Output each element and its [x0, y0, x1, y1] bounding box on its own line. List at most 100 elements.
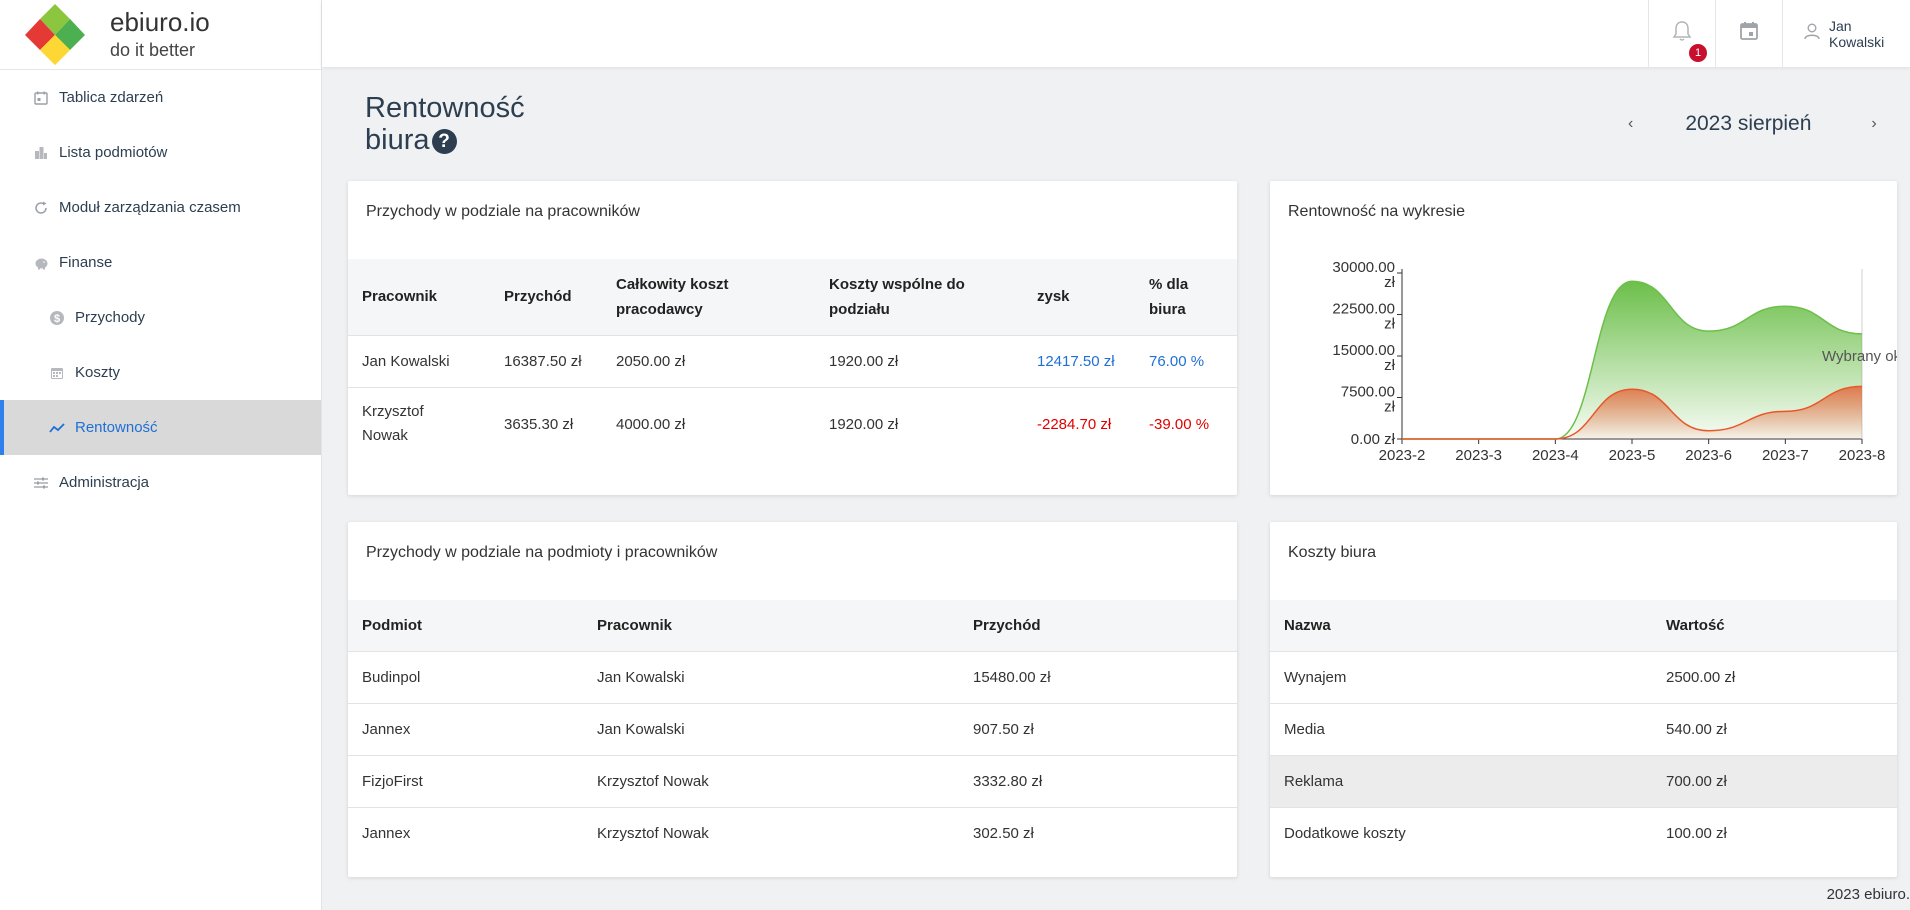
user-name: Jan Kowalski: [1829, 17, 1885, 50]
card-title: Koszty biura: [1288, 544, 1377, 561]
chart-y-tick-label: 7500.00: [1341, 384, 1395, 401]
month-switcher: ‹ 2023 sierpień ›: [1628, 108, 1898, 140]
sidebar-item-label: Tablica zdarzeń: [59, 89, 164, 106]
col-shared-cost: Koszty wspólne do podziału: [829, 275, 965, 318]
notification-badge: 1: [1689, 44, 1707, 62]
table-row: Krzysztof Nowak 3635.30 zł 4000.00 zł 192…: [348, 386, 1237, 461]
brand-title: ebiuro.io: [110, 6, 210, 37]
chart-series-area: [1402, 281, 1862, 439]
sidebar-item-revenue[interactable]: $ Przychody: [0, 290, 321, 345]
sidebar-item-admin[interactable]: Administracja: [0, 455, 321, 510]
sidebar-item-time[interactable]: Moduł zarządzania czasem: [0, 180, 321, 235]
table-row: FizjoFirst Krzysztof Nowak 3332.80 zł: [348, 754, 1237, 807]
time-icon: [32, 199, 50, 217]
chart-x-tick-label: 2023-4: [1532, 447, 1579, 464]
month-label: 2023 sierpień: [1685, 112, 1812, 135]
table-row: Media 540.00 zł: [1270, 702, 1897, 755]
entity-revenue-table: Podmiot Pracownik Przychód Budinpol Jan …: [348, 600, 1237, 859]
next-month-button[interactable]: ›: [1871, 115, 1877, 132]
table-row: Jannex Jan Kowalski 907.50 zł: [348, 702, 1237, 755]
page-title: Rentowność biura?: [365, 92, 525, 156]
buildings-icon: [32, 144, 50, 162]
sidebar-item-entities[interactable]: Lista podmiotów: [0, 125, 321, 180]
sidebar-nav: Tablica zdarzeń Lista podmiotów Moduł za…: [0, 70, 321, 510]
footer: 2023 ebiuro.: [1826, 886, 1910, 903]
card-title: Rentowność na wykresie: [1288, 203, 1465, 220]
chart-y-tick-unit: zł: [1384, 274, 1396, 291]
chart-x-tick-label: 2023-5: [1609, 447, 1656, 464]
chart-y-tick-unit: zł: [1384, 357, 1396, 374]
prev-month-button[interactable]: ‹: [1628, 115, 1634, 132]
top-bar: 1 Jan Kowalski: [322, 0, 1910, 67]
col-revenue: Przychód: [973, 616, 1041, 634]
col-revenue: Przychód: [504, 288, 572, 306]
col-value: Wartość: [1666, 616, 1725, 634]
table-row: Jan Kowalski 16387.50 zł 2050.00 zł 1920…: [348, 334, 1237, 387]
col-employee: Pracownik: [597, 616, 673, 634]
table-row: Reklama 700.00 zł: [1270, 754, 1897, 807]
chart-x-tick-label: 2023-2: [1379, 447, 1426, 464]
chart-series-line: [1402, 385, 1863, 440]
sidebar-item-label: Lista podmiotów: [59, 144, 168, 161]
sidebar-item-events[interactable]: Tablica zdarzeń: [0, 70, 321, 125]
chart-y-tick-label: 0.00 zł: [1351, 431, 1396, 448]
sliders-icon: [32, 474, 50, 492]
card-title: Przychody w podziale na pracowników: [366, 203, 640, 220]
sidebar-item-profitability[interactable]: Rentowność: [0, 400, 321, 455]
calendar-button[interactable]: [1715, 0, 1782, 67]
chart-series-area: [1402, 386, 1862, 439]
dollar-icon: $: [48, 309, 66, 327]
chart-annotation: Wybrany okr: [1822, 348, 1897, 365]
sidebar-item-label: Przychody: [75, 309, 146, 326]
chart-y-tick-unit: zł: [1384, 316, 1396, 333]
user-icon: [1803, 22, 1821, 45]
notifications-button[interactable]: 1: [1648, 0, 1715, 67]
chart-y-tick-label: 22500.00: [1332, 301, 1395, 318]
logo-icon: [24, 3, 86, 66]
chart-y-tick-label: 15000.00: [1332, 342, 1395, 359]
chart-y-tick-label: 30000.00: [1332, 259, 1395, 276]
sidebar-item-label: Moduł zarządzania czasem: [59, 199, 241, 216]
sidebar-item-label: Administracja: [59, 474, 150, 491]
table-row: Jannex Krzysztof Nowak 302.50 zł: [348, 806, 1237, 859]
chart-y-tick-unit: zł: [1384, 399, 1396, 416]
col-entity: Podmiot: [362, 616, 422, 634]
chart-x-tick-label: 2023-6: [1685, 447, 1732, 464]
sidebar-item-label: Rentowność: [75, 419, 158, 436]
calendar-icon: [32, 89, 50, 107]
sidebar: ebiuro.io do it better Tablica zdarzeń L…: [0, 0, 322, 910]
bell-icon: [1671, 19, 1693, 48]
office-costs-card: Koszty biura Nazwa Wartość Wynajem 2500.…: [1270, 522, 1897, 877]
chart-x-tick-label: 2023-7: [1762, 447, 1809, 464]
trend-icon: [48, 419, 66, 437]
brand-subtitle: do it better: [110, 40, 196, 61]
entity-revenue-card: Przychody w podziale na podmioty i praco…: [348, 522, 1237, 877]
brand[interactable]: ebiuro.io do it better: [0, 0, 321, 70]
profitability-chart-card: Rentowność na wykresie 30000.00 zł 22500.0…: [1270, 181, 1897, 495]
col-profit: zysk: [1037, 288, 1070, 306]
col-name: Nazwa: [1284, 616, 1331, 634]
calendar-grid-icon: [48, 364, 66, 382]
sidebar-item-costs[interactable]: Koszty: [0, 345, 321, 400]
sidebar-item-finance[interactable]: Finanse: [0, 235, 321, 290]
table-row: Budinpol Jan Kowalski 15480.00 zł: [348, 650, 1237, 703]
table-row: Wynajem 2500.00 zł: [1270, 650, 1897, 703]
card-title: Przychody w podziale na podmioty i praco…: [366, 544, 718, 561]
employee-revenue-card: Przychody w podziale na pracowników Prac…: [348, 181, 1237, 495]
sidebar-item-label: Finanse: [59, 254, 113, 271]
col-pct: % dla biura: [1149, 275, 1189, 318]
profitability-chart: 30000.00zł22500.00zł15000.00zł7500.00zł0…: [1332, 259, 1897, 464]
chart-x-tick-label: 2023-3: [1455, 447, 1502, 464]
table-row: Dodatkowe koszty 100.00 zł: [1270, 806, 1897, 859]
col-total-cost: Całkowity koszt pracodawcy: [616, 275, 729, 318]
employee-revenue-table: Pracownik Przychód Całkowity koszt pracod…: [348, 259, 1237, 461]
piggy-bank-icon: [32, 254, 50, 272]
calendar-icon: [1739, 21, 1759, 46]
svg-text:$: $: [54, 313, 60, 325]
chart-x-tick-label: 2023-8: [1839, 447, 1886, 464]
user-menu[interactable]: Jan Kowalski: [1782, 0, 1910, 67]
office-costs-table: Nazwa Wartość Wynajem 2500.00 zł Media 5…: [1270, 600, 1897, 859]
sidebar-item-label: Koszty: [75, 364, 121, 381]
help-icon[interactable]: ?: [431, 128, 457, 154]
col-employee: Pracownik: [362, 288, 438, 306]
